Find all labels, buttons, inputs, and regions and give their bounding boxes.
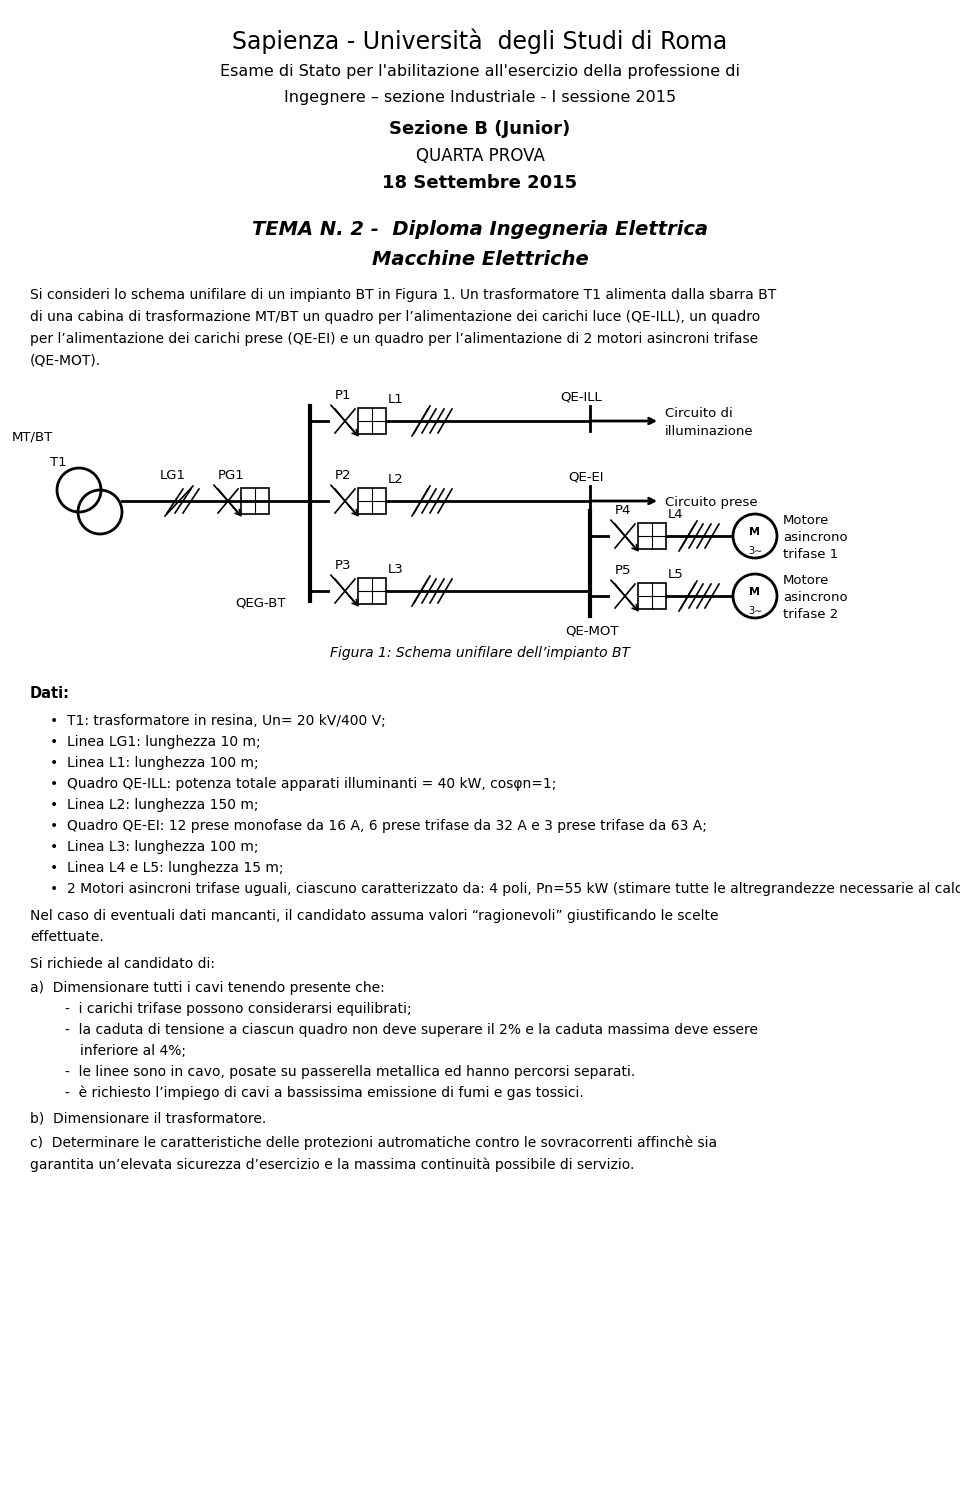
Text: b)  Dimensionare il trasformatore.: b) Dimensionare il trasformatore. (30, 1112, 266, 1125)
Text: asincrono: asincrono (783, 591, 848, 603)
Bar (638, 523, 666, 548)
Text: garantita un’elevata sicurezza d’esercizio e la massima continuità possibile di : garantita un’elevata sicurezza d’eserciz… (30, 1158, 635, 1171)
Text: Ingegnere – sezione Industriale - I sessione 2015: Ingegnere – sezione Industriale - I sess… (284, 91, 676, 106)
Text: inferiore al 4%;: inferiore al 4%; (80, 1045, 186, 1058)
Text: (QE-MOT).: (QE-MOT). (30, 354, 101, 369)
Bar (358, 409, 386, 434)
Text: •  Linea L2: lunghezza 150 m;: • Linea L2: lunghezza 150 m; (50, 798, 258, 811)
Text: Circuito prese: Circuito prese (665, 496, 757, 510)
Text: •  Quadro QE-EI: 12 prese monofase da 16 A, 6 prese trifase da 32 A e 3 prese tr: • Quadro QE-EI: 12 prese monofase da 16 … (50, 819, 707, 834)
Text: P4: P4 (615, 504, 632, 517)
Text: QEG-BT: QEG-BT (235, 596, 285, 609)
Text: Figura 1: Schema unifilare dell’impianto BT: Figura 1: Schema unifilare dell’impianto… (330, 646, 630, 660)
Text: •  Quadro QE-ILL: potenza totale apparati illuminanti = 40 kW, cosφn=1;: • Quadro QE-ILL: potenza totale apparati… (50, 777, 557, 791)
Text: L5: L5 (668, 568, 684, 581)
Text: •  T1: trasformatore in resina, Un= 20 kV/400 V;: • T1: trasformatore in resina, Un= 20 kV… (50, 713, 386, 728)
Text: P2: P2 (335, 470, 351, 481)
Text: •  2 Motori asincroni trifase uguali, ciascuno caratterizzato da: 4 poli, Pn=55 : • 2 Motori asincroni trifase uguali, cia… (50, 883, 960, 896)
Text: QE-MOT: QE-MOT (565, 624, 618, 637)
Bar (358, 487, 386, 514)
Text: c)  Determinare le caratteristiche delle protezioni autromatiche contro le sovra: c) Determinare le caratteristiche delle … (30, 1135, 717, 1150)
Text: Motore: Motore (783, 514, 829, 528)
Text: P5: P5 (615, 565, 632, 577)
Text: 3∼: 3∼ (748, 545, 762, 556)
Text: •  Linea L4 e L5: lunghezza 15 m;: • Linea L4 e L5: lunghezza 15 m; (50, 860, 283, 875)
Text: L4: L4 (668, 508, 684, 522)
Text: 3∼: 3∼ (748, 606, 762, 617)
Text: PG1: PG1 (218, 470, 245, 481)
Text: QUARTA PROVA: QUARTA PROVA (416, 147, 544, 165)
Text: a)  Dimensionare tutti i cavi tenendo presente che:: a) Dimensionare tutti i cavi tenendo pre… (30, 981, 385, 996)
Text: P3: P3 (335, 559, 351, 572)
Text: -  la caduta di tensione a ciascun quadro non deve superare il 2% e la caduta ma: - la caduta di tensione a ciascun quadro… (65, 1022, 758, 1037)
Text: T1: T1 (50, 456, 66, 470)
Text: illuminazione: illuminazione (665, 425, 754, 438)
Text: P1: P1 (335, 389, 351, 403)
Text: MT/BT: MT/BT (12, 431, 53, 444)
Text: M: M (750, 528, 760, 536)
Text: Sezione B (Junior): Sezione B (Junior) (390, 120, 570, 138)
Text: per l’alimentazione dei carichi prese (QE-EI) e un quadro per l’alimentazione di: per l’alimentazione dei carichi prese (Q… (30, 331, 758, 346)
Text: asincrono: asincrono (783, 531, 848, 544)
Text: Nel caso di eventuali dati mancanti, il candidato assuma valori “ragionevoli” gi: Nel caso di eventuali dati mancanti, il … (30, 909, 718, 923)
Text: -  è richiesto l’impiego di cavi a bassissima emissione di fumi e gas tossici.: - è richiesto l’impiego di cavi a bassis… (65, 1086, 584, 1101)
Text: Si consideri lo schema unifilare di un impianto BT in Figura 1. Un trasformatore: Si consideri lo schema unifilare di un i… (30, 288, 777, 302)
Text: •  Linea L3: lunghezza 100 m;: • Linea L3: lunghezza 100 m; (50, 840, 258, 854)
Text: trifase 2: trifase 2 (783, 608, 838, 621)
Text: Circuito di: Circuito di (665, 407, 732, 421)
Text: Si richiede al candidato di:: Si richiede al candidato di: (30, 957, 215, 970)
Text: Sapienza - Università  degli Studi di Roma: Sapienza - Università degli Studi di Rom… (232, 28, 728, 53)
Text: QE-EI: QE-EI (568, 471, 604, 484)
Text: L2: L2 (388, 473, 404, 486)
Text: di una cabina di trasformazione MT/BT un quadro per l’alimentazione dei carichi : di una cabina di trasformazione MT/BT un… (30, 311, 760, 324)
Text: trifase 1: trifase 1 (783, 548, 838, 562)
Text: -  le linee sono in cavo, posate su passerella metallica ed hanno percorsi separ: - le linee sono in cavo, posate su passe… (65, 1065, 636, 1079)
Text: TEMA N. 2 -  Diploma Ingegneria Elettrica: TEMA N. 2 - Diploma Ingegneria Elettrica (252, 220, 708, 239)
Text: QE-ILL: QE-ILL (560, 391, 602, 404)
Text: Macchine Elettriche: Macchine Elettriche (372, 250, 588, 269)
Text: Esame di Stato per l'abilitazione all'esercizio della professione di: Esame di Stato per l'abilitazione all'es… (220, 64, 740, 79)
Text: L3: L3 (388, 563, 404, 577)
Text: LG1: LG1 (160, 470, 186, 481)
Text: effettuate.: effettuate. (30, 930, 104, 944)
Text: •  Linea L1: lunghezza 100 m;: • Linea L1: lunghezza 100 m; (50, 756, 258, 770)
Text: •  Linea LG1: lunghezza 10 m;: • Linea LG1: lunghezza 10 m; (50, 736, 260, 749)
Text: 18 Settembre 2015: 18 Settembre 2015 (382, 174, 578, 192)
Text: M: M (750, 587, 760, 597)
Text: L1: L1 (388, 392, 404, 406)
Bar (638, 583, 666, 609)
Text: -  i carichi trifase possono considerarsi equilibrati;: - i carichi trifase possono considerarsi… (65, 1002, 412, 1016)
Bar (241, 487, 269, 514)
Text: Motore: Motore (783, 574, 829, 587)
Bar (358, 578, 386, 603)
Text: Dati:: Dati: (30, 687, 70, 701)
